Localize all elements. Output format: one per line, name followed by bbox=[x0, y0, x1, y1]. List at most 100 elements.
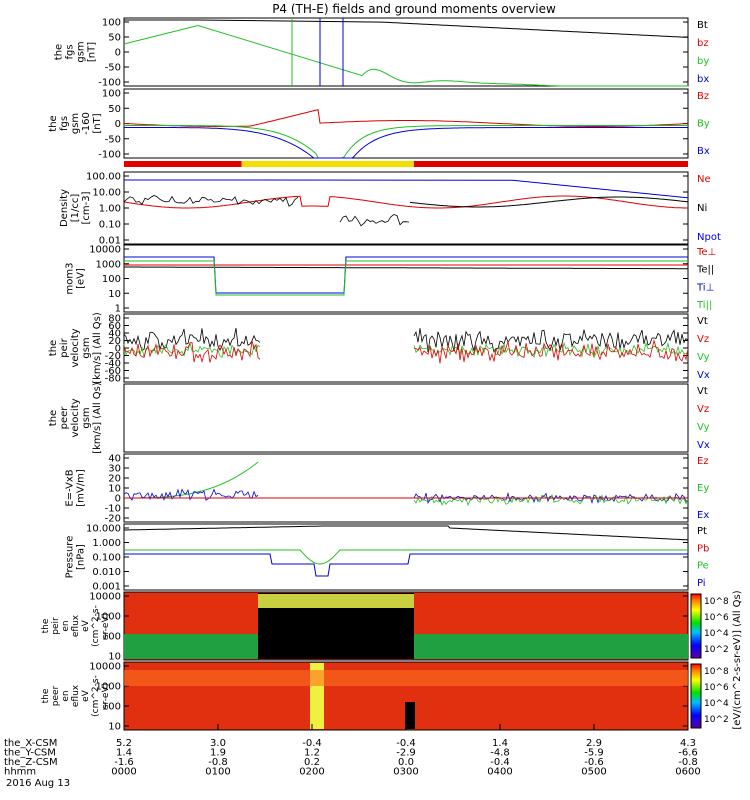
legend-entry: Vt bbox=[697, 316, 708, 327]
x-tick-label: 0500 bbox=[581, 767, 606, 778]
y-tick-label: 0.100 bbox=[92, 553, 121, 564]
y-axis-label: peer bbox=[59, 406, 70, 430]
y-tick-label: -40 bbox=[105, 359, 121, 370]
x-tick-label: 1.4 bbox=[492, 738, 508, 749]
y-axis-label: [km/s] (All Qs) bbox=[92, 382, 103, 454]
date-label: 2016 Aug 13 bbox=[6, 778, 70, 789]
panel-10: 10000 1000 100 10 the peer en eflux eV (cm^2-s-sr… bbox=[41, 661, 689, 733]
trace-ni bbox=[123, 195, 299, 207]
trace-vt bbox=[123, 327, 261, 352]
legend-entry: bx bbox=[697, 74, 709, 85]
legend-entry: Te⊥ bbox=[696, 247, 716, 258]
legend-entry: Pe bbox=[697, 561, 709, 572]
y-axis-label: (cm^2-s- bbox=[91, 675, 101, 717]
y-tick-label: 100 bbox=[102, 89, 121, 100]
y-tick-label: 40 bbox=[108, 329, 121, 340]
y-tick-label: 50 bbox=[108, 33, 121, 44]
y-axis-label: sr-eV) bbox=[101, 613, 111, 639]
legend-entry: Pi bbox=[697, 578, 706, 589]
y-tick-label: 0.001 bbox=[92, 582, 121, 593]
trace-ni bbox=[409, 196, 689, 208]
mode-bar-segment bbox=[124, 161, 242, 167]
y-tick-label: -100 bbox=[98, 78, 121, 89]
colorbar-tick-label: 10^4 bbox=[704, 699, 729, 709]
colorbar-top bbox=[690, 593, 702, 659]
y-tick-label: 10000 bbox=[89, 245, 121, 256]
y-axis-label: [eV] bbox=[76, 268, 87, 289]
y-axis-label: E=-VxB bbox=[65, 469, 76, 506]
trace-te-par bbox=[124, 266, 688, 270]
legend-entry: Ez bbox=[697, 456, 709, 467]
x-row-label: the_Z-CSM bbox=[4, 757, 58, 768]
x-tick-label: 1.4 bbox=[116, 748, 132, 759]
y-axis-label: [nPa] bbox=[76, 544, 87, 570]
chart-title: P4 (TH-E) fields and ground moments over… bbox=[272, 2, 556, 16]
x-tick-label: 0200 bbox=[299, 767, 324, 778]
legend-entry: Vy bbox=[697, 422, 710, 433]
legend-entry: Ey bbox=[697, 483, 709, 494]
x-tick-label: -6.6 bbox=[678, 748, 698, 759]
trace-pt bbox=[124, 525, 689, 541]
x-tick-label: 0.2 bbox=[304, 757, 320, 768]
trace-vt bbox=[413, 328, 689, 354]
trace-ti-par bbox=[124, 260, 688, 296]
legend-entry: Pt bbox=[697, 526, 707, 537]
x-axis-labels: the_X-CSM 5.2 3.0 -0.4 -0.4 1.4 2.9 4.3 the_Y-CS… bbox=[4, 724, 701, 778]
x-tick-label: -5.9 bbox=[584, 748, 604, 759]
spectrogram-gap bbox=[405, 702, 415, 729]
legend-entry: Ne bbox=[697, 174, 711, 185]
y-axis-label: gsm bbox=[76, 41, 87, 62]
y-axis-label: the bbox=[41, 618, 51, 633]
y-tick-label: -100 bbox=[98, 150, 121, 161]
legend-entry: Pb bbox=[697, 543, 709, 554]
y-tick-label: 100 bbox=[102, 18, 121, 29]
y-axis-label: the bbox=[48, 410, 59, 426]
y-axis-label: sr-eV) bbox=[101, 683, 111, 709]
trace-bz bbox=[123, 108, 689, 127]
colorbar: 10^8 10^6 10^4 10^2 10^8 10^6 10^4 10^2 [eV/(cm^… bbox=[690, 590, 743, 730]
colorbar-tick-label: 10^6 bbox=[704, 613, 729, 623]
y-tick-label: 0.010 bbox=[92, 567, 121, 578]
y-axis-label: [nT] bbox=[92, 113, 103, 133]
y-tick-label: 0 bbox=[115, 119, 121, 130]
y-tick-label: -50 bbox=[105, 134, 121, 145]
trace-pe bbox=[124, 549, 688, 565]
y-tick-label: 60 bbox=[108, 321, 121, 332]
y-tick-label: 50 bbox=[108, 104, 121, 115]
x-tick-label: 0400 bbox=[487, 767, 512, 778]
legend-entry: Ti⊥ bbox=[696, 282, 714, 293]
trace-pi bbox=[124, 553, 688, 577]
y-axis-label: velocity bbox=[70, 328, 81, 367]
legend-entry: Vx bbox=[697, 370, 710, 381]
trace-by bbox=[123, 24, 688, 87]
y-tick-label: 0 bbox=[115, 494, 121, 505]
y-axis-label: Pressure bbox=[65, 536, 76, 579]
y-axis-label: (cm^2-s- bbox=[91, 605, 101, 647]
x-tick-label: 0.0 bbox=[398, 757, 414, 768]
y-tick-label: -80 bbox=[105, 374, 121, 385]
y-tick-label: -50 bbox=[105, 63, 121, 74]
legend-entry: Bt bbox=[697, 20, 708, 31]
y-tick-label: 10.00 bbox=[92, 188, 121, 199]
colorbar-tick-label: 10^4 bbox=[704, 629, 729, 639]
x-tick-label: -2.9 bbox=[396, 748, 416, 759]
y-tick-label: 10 bbox=[108, 652, 121, 663]
colorbar-tick-label: 10^8 bbox=[704, 597, 729, 607]
y-tick-label: 10000 bbox=[89, 662, 121, 673]
y-axis-label: eV bbox=[81, 619, 91, 632]
y-tick-label: 0.10 bbox=[99, 220, 121, 231]
legend-entry: Ni bbox=[697, 203, 707, 214]
y-tick-label: -20 bbox=[105, 351, 121, 362]
trace-vz bbox=[123, 340, 261, 364]
y-axis-label: [1/cc] bbox=[70, 194, 81, 223]
y-axis-label: eV bbox=[81, 689, 91, 702]
x-tick-label: 0100 bbox=[205, 767, 230, 778]
y-axis-label: peir bbox=[51, 617, 61, 635]
legend-entry: Vz bbox=[697, 334, 709, 345]
mode-bar-segment bbox=[241, 161, 414, 167]
y-tick-label: 1 bbox=[115, 304, 121, 315]
y-tick-label: 100.00 bbox=[86, 172, 121, 183]
legend-entry: Te|| bbox=[696, 265, 714, 276]
